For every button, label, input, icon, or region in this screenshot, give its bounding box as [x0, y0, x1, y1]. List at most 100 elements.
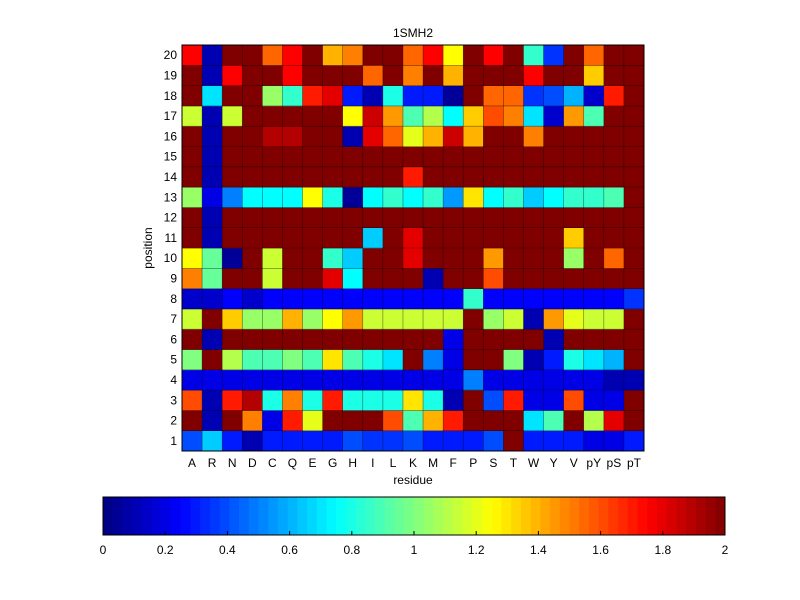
heatmap-cell-Y-10	[543, 248, 564, 269]
colorbar-tick-label: 0.6	[281, 543, 298, 557]
heatmap-cell-L-15	[382, 146, 404, 168]
colorbar-segment	[190, 497, 201, 535]
heatmap-cell-pT-11	[623, 227, 645, 249]
heatmap-cell-pT-6	[623, 329, 645, 350]
heatmap-cell-Y-14	[543, 166, 564, 188]
heatmap-cell-L-6	[382, 329, 404, 350]
heatmap-cell-P-16	[463, 126, 484, 147]
heatmap-cell-pT-15	[623, 146, 645, 168]
heatmap-cell-C-7	[262, 308, 283, 330]
heatmap-cell-F-19	[443, 65, 464, 86]
colorbar-segment	[200, 497, 211, 535]
colorbar-segment	[588, 497, 600, 535]
heatmap-cell-W-10	[523, 248, 544, 269]
heatmap-cell-N-17	[222, 105, 243, 127]
colorbar-segment	[482, 497, 493, 535]
heatmap-cell-T-18	[503, 85, 524, 107]
colorbar-tick-label: 0	[100, 543, 107, 557]
heatmap-cell-R-2	[202, 410, 223, 431]
heatmap-cell-pT-17	[623, 105, 645, 127]
heatmap-cell-pY-6	[583, 329, 605, 350]
heatmap-cell-D-3	[242, 390, 263, 411]
heatmap-cell-pS-4	[603, 369, 625, 391]
colorbar-segment	[627, 497, 638, 535]
heatmap-cell-E-19	[302, 65, 323, 86]
heatmap-cell-H-19	[342, 65, 364, 86]
heatmap-cell-Q-8	[282, 288, 303, 310]
heatmap-cell-C-8	[262, 288, 283, 310]
colorbar-tick-label: 0.8	[343, 543, 360, 557]
heatmap-cell-T-14	[503, 166, 524, 188]
heatmap-cell-K-6	[402, 329, 424, 350]
heatmap-cell-K-9	[402, 268, 424, 289]
heatmap-cell-pS-17	[603, 105, 625, 127]
heatmap-cell-Q-7	[282, 308, 303, 330]
colorbar-segment	[540, 497, 551, 535]
heatmap-cell-W-16	[523, 126, 544, 147]
heatmap-cell-H-7	[342, 308, 364, 330]
heatmap-cell-A-15	[182, 146, 203, 168]
heatmap-cell-V-5	[563, 349, 585, 371]
heatmap-cell-G-16	[322, 126, 343, 147]
heatmap-cell-pS-1	[603, 430, 625, 452]
heatmap-cell-pT-2	[623, 410, 645, 431]
heatmap-cell-pY-14	[583, 166, 605, 188]
colorbar-segment	[433, 497, 444, 535]
heatmap-cell-C-2	[262, 410, 283, 431]
heatmap-cell-H-11	[342, 227, 364, 249]
heatmap-cell-T-4	[503, 369, 524, 391]
heatmap-cell-K-1	[402, 430, 424, 452]
heatmap-cell-C-6	[262, 329, 283, 350]
heatmap-cell-H-18	[342, 85, 364, 107]
heatmap-cell-I-17	[362, 105, 384, 127]
heatmap-cell-A-5	[182, 349, 203, 371]
heatmap-cell-A-1	[182, 430, 203, 452]
colorbar-segment	[423, 497, 434, 535]
heatmap-cell-T-11	[503, 227, 524, 249]
x-tick-label: I	[371, 456, 374, 470]
colorbar-segment	[336, 497, 347, 535]
heatmap-cell-pT-8	[623, 288, 645, 310]
heatmap-cell-V-3	[563, 390, 585, 411]
heatmap-cell-I-2	[362, 410, 384, 431]
heatmap-cell-R-20	[202, 45, 223, 66]
heatmap-cell-C-19	[262, 65, 283, 86]
heatmap-cell-K-3	[402, 390, 424, 411]
heatmap-cell-S-13	[483, 187, 504, 208]
heatmap-cell-N-16	[222, 126, 243, 147]
x-tick-label: G	[328, 456, 337, 470]
heatmap-cell-V-9	[563, 268, 585, 289]
heatmap-cell-S-7	[483, 308, 504, 330]
heatmap-cell-Q-13	[282, 187, 303, 208]
heatmap-cell-D-1	[242, 430, 263, 452]
heatmap-cell-K-10	[402, 248, 424, 269]
heatmap-cell-M-2	[423, 410, 444, 431]
heatmap-cell-P-19	[463, 65, 484, 86]
heatmap-cell-M-11	[423, 227, 444, 249]
heatmap-cell-E-12	[302, 207, 323, 228]
colorbar-segment	[676, 497, 687, 535]
heatmap-cell-R-9	[202, 268, 223, 289]
heatmap-cell-N-9	[222, 268, 243, 289]
heatmap-cell-C-14	[262, 166, 283, 188]
heatmap-cell-H-6	[342, 329, 364, 350]
heatmap-cell-H-5	[342, 349, 364, 371]
heatmap-cell-W-2	[523, 410, 544, 431]
heatmap-cell-pT-13	[623, 187, 645, 208]
heatmap-cell-V-19	[563, 65, 585, 86]
heatmap-cell-Q-15	[282, 146, 303, 168]
heatmap-cell-G-1	[322, 430, 343, 452]
heatmap-cell-M-18	[423, 85, 444, 107]
heatmap-cell-M-1	[423, 430, 444, 452]
colorbar-segment	[287, 497, 298, 535]
heatmap-cell-C-18	[262, 85, 283, 107]
heatmap-cell-W-9	[523, 268, 544, 289]
heatmap-cell-L-19	[382, 65, 404, 86]
y-tick-label: 2	[170, 414, 177, 428]
heatmap-cell-W-19	[523, 65, 544, 86]
heatmap-cell-Y-11	[543, 227, 564, 249]
heatmap-cell-S-8	[483, 288, 504, 310]
colorbar-segment	[686, 497, 697, 535]
heatmap-cell-L-3	[382, 390, 404, 411]
heatmap-cell-C-3	[262, 390, 283, 411]
